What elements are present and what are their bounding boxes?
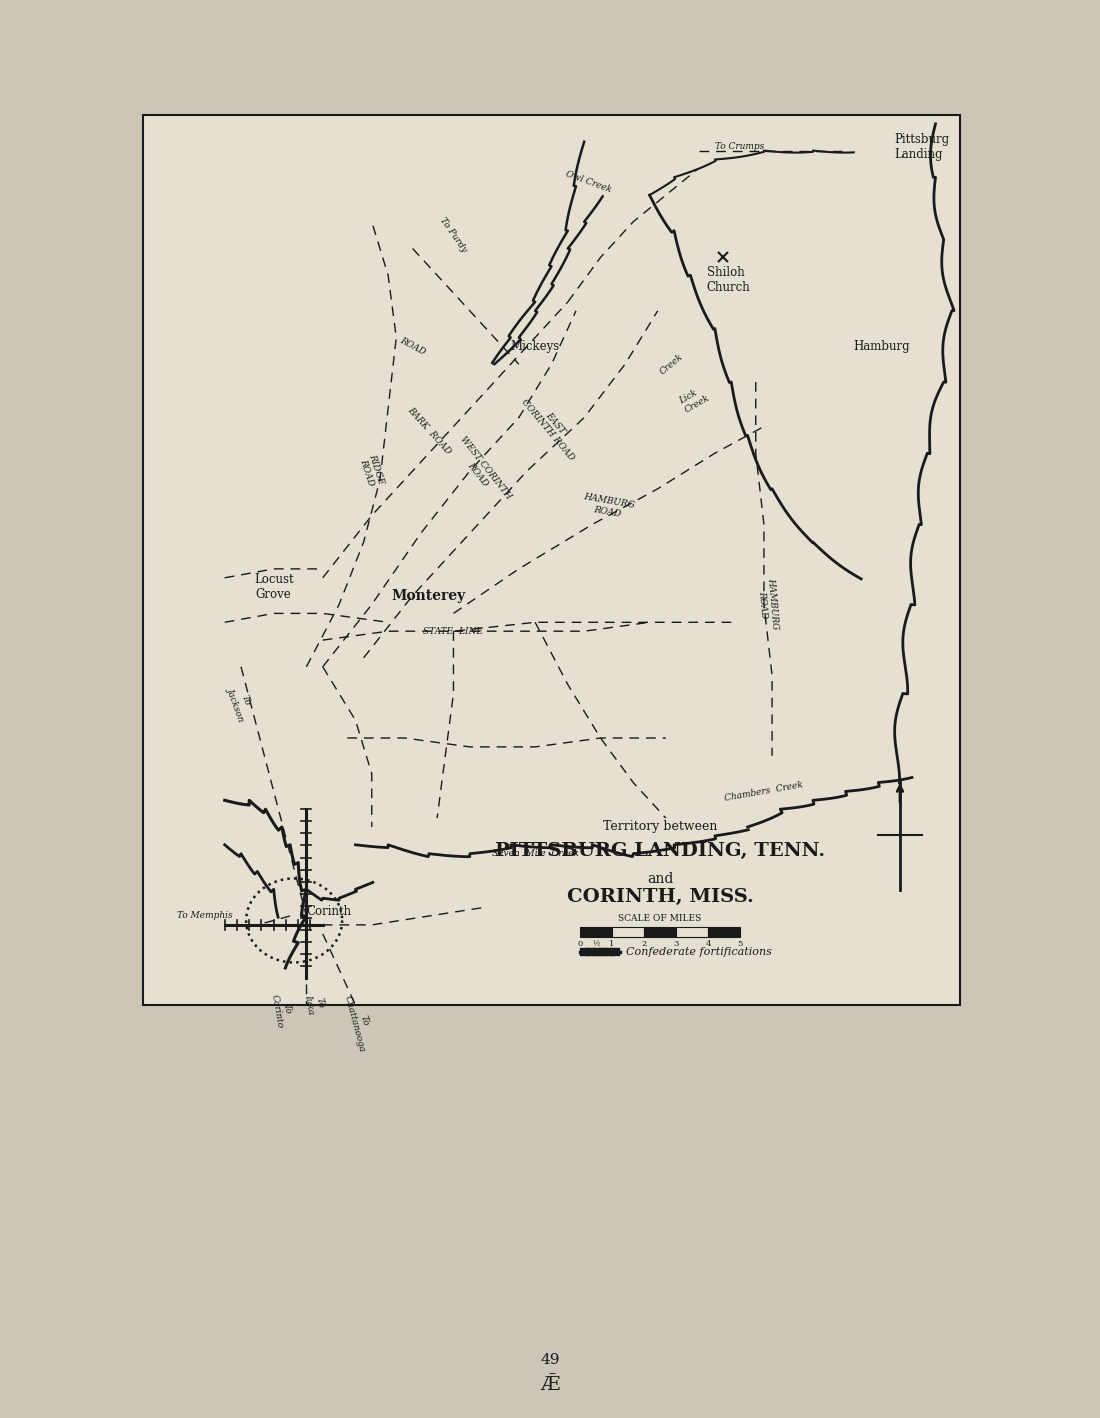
Text: SCALE OF MILES: SCALE OF MILES — [618, 915, 702, 923]
Text: Locust
Grove: Locust Grove — [254, 573, 294, 601]
Text: PITTSBURG LANDING, TENN.: PITTSBURG LANDING, TENN. — [495, 842, 825, 859]
Text: Corinth: Corinth — [307, 905, 352, 917]
Text: 4: 4 — [705, 940, 711, 949]
Text: RIDGE
ROAD: RIDGE ROAD — [358, 454, 386, 489]
Text: ROAD: ROAD — [398, 336, 427, 357]
Text: Hamburg: Hamburg — [854, 340, 911, 353]
Bar — [580, 927, 612, 937]
Text: 3: 3 — [673, 940, 679, 949]
Text: HAMBURG
ROAD: HAMBURG ROAD — [582, 492, 636, 520]
Text: ½: ½ — [592, 940, 600, 949]
Text: Creek: Creek — [658, 352, 684, 376]
Text: Territory between: Territory between — [603, 820, 717, 832]
Text: To
Jackson: To Jackson — [226, 682, 256, 722]
Text: Owl Creek: Owl Creek — [564, 169, 613, 194]
Text: Mickeys: Mickeys — [510, 340, 560, 353]
Text: To Crumps: To Crumps — [715, 142, 764, 150]
Text: Lick
Creek: Lick Creek — [678, 384, 712, 415]
Text: To
Chattanooga: To Chattanooga — [342, 991, 376, 1054]
Text: Ǣ: Ǣ — [540, 1375, 560, 1394]
Text: Confederate fortifications: Confederate fortifications — [626, 947, 772, 957]
Text: Monterey: Monterey — [392, 588, 466, 603]
Text: Chambers  Creek: Chambers Creek — [724, 780, 804, 803]
Text: To Memphis: To Memphis — [177, 912, 233, 920]
Text: 1: 1 — [609, 940, 615, 949]
Text: BARK  ROAD: BARK ROAD — [406, 406, 452, 457]
Bar — [676, 927, 708, 937]
Text: EAST
CORINTH ROAD: EAST CORINTH ROAD — [519, 391, 584, 462]
Text: CORINTH, MISS.: CORINTH, MISS. — [566, 888, 754, 906]
Text: 5: 5 — [737, 940, 742, 949]
Text: 0: 0 — [578, 940, 583, 949]
Text: 49: 49 — [540, 1353, 560, 1367]
Text: 2: 2 — [641, 940, 647, 949]
Text: STATE  LINE: STATE LINE — [424, 627, 484, 635]
Text: Seven  Mile  Creek: Seven Mile Creek — [492, 849, 579, 858]
Text: To Purdy: To Purdy — [438, 216, 469, 254]
Bar — [644, 927, 676, 937]
Text: and: and — [647, 872, 673, 886]
Text: To
Iuka: To Iuka — [304, 991, 326, 1015]
Text: WEST CORINTH
ROAD: WEST CORINTH ROAD — [451, 435, 514, 508]
Bar — [612, 927, 643, 937]
Text: HAMBURG
ROAD: HAMBURG ROAD — [756, 577, 780, 631]
Bar — [143, 115, 960, 1005]
Text: To
Corinto: To Corinto — [270, 991, 295, 1028]
Text: Shiloh
Church: Shiloh Church — [706, 267, 750, 295]
Text: Pittsburg
Landing: Pittsburg Landing — [894, 133, 949, 160]
Bar — [708, 927, 740, 937]
